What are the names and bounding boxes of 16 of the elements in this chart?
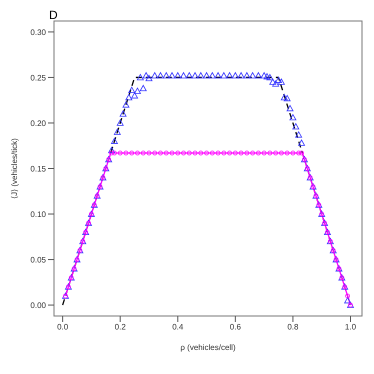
y-tick-label: 0.30 — [30, 28, 47, 37]
y-tick-label: 0.10 — [30, 210, 47, 219]
y-tick-label: 0.05 — [30, 255, 47, 264]
x-tick-label: 1.0 — [344, 322, 357, 332]
y-tick-label: 0.25 — [30, 73, 47, 82]
x-tick-label: 0.2 — [114, 322, 126, 332]
y-tick-label: 0.20 — [30, 118, 47, 128]
x-axis-title: ρ (vehicles/cell) — [180, 343, 236, 352]
x-tick-label: 0.0 — [57, 322, 69, 332]
x-tick-label: 0.6 — [230, 322, 242, 332]
y-axis-title: ⟨J⟩ (vehicles/tick) — [10, 138, 19, 199]
y-tick-label: 0.15 — [30, 164, 47, 174]
x-tick-label: 0.8 — [287, 322, 300, 332]
x-tick-label: 0.4 — [172, 322, 184, 332]
chart-title: D — [49, 8, 58, 22]
y-tick-label: 0.00 — [30, 300, 47, 310]
